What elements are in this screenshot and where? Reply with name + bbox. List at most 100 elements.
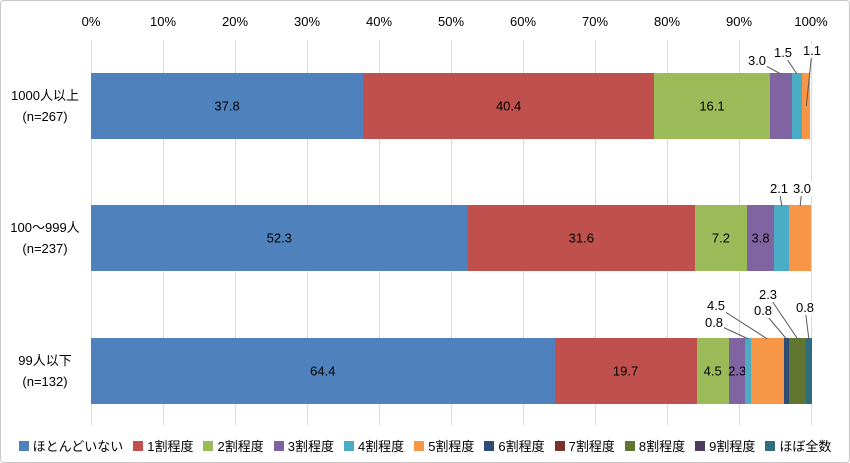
- legend-item: 2割程度: [203, 436, 264, 455]
- bar-segment: 2.3: [728, 338, 747, 404]
- x-axis-tick-label: 10%: [149, 14, 177, 29]
- legend-item: 7割程度: [554, 436, 615, 455]
- callout-value-label: 1.5: [772, 45, 794, 60]
- bar-row: 64.4 19.7 4.5 2.3: [91, 338, 812, 404]
- segment-value-label: 7.2: [711, 230, 731, 246]
- segment-value-label: 4.5: [703, 363, 722, 379]
- category-label-block: 1000人以上 (n=267): [1, 85, 89, 127]
- category-label: 1000人以上: [11, 88, 79, 103]
- category-n-label: (n=132): [22, 374, 68, 389]
- x-axis-tick-label: 50%: [437, 14, 465, 29]
- category-label-block: 99人以下 (n=132): [1, 350, 89, 392]
- legend-label: 1割程度: [147, 439, 194, 454]
- legend: ほとんどいない 1割程度 2割程度 3割程度 4割程度 5割程度 6割程度 7割程度 8割程度 9…: [1, 436, 849, 455]
- legend-label: 9割程度: [709, 439, 756, 454]
- bar-segment: [774, 205, 790, 271]
- segment-value-label: 40.4: [495, 98, 522, 114]
- bar-segment: 3.8: [746, 205, 775, 271]
- legend-label: 5割程度: [428, 439, 475, 454]
- bar-segment: [745, 338, 752, 404]
- legend-label: 8割程度: [638, 439, 686, 454]
- callout-value-label: 2.3: [757, 287, 779, 302]
- bar-segment: 64.4: [91, 338, 555, 404]
- bar-segment: [789, 205, 811, 271]
- category-label-block: 100〜999人 (n=237): [1, 217, 89, 259]
- legend-swatch: [203, 440, 214, 451]
- callout-value-label: 4.5: [705, 298, 727, 313]
- bar-row: 52.3 31.6 7.2 3.8: [91, 205, 811, 271]
- legend-label: ほぼ全数: [779, 439, 832, 454]
- callout-value-label: 1.1: [801, 43, 823, 58]
- segment-value-label: 2.3: [728, 363, 747, 379]
- bar-segment: [783, 338, 790, 404]
- callout-value-label: 3.0: [791, 181, 813, 196]
- bar-segment: 19.7: [554, 338, 697, 404]
- bar-segment: 40.4: [363, 73, 655, 139]
- segment-value-label: 52.3: [266, 230, 292, 246]
- legend-item: 4割程度: [343, 436, 405, 455]
- bar-segment: 37.8: [91, 73, 364, 139]
- bar-segment: [805, 338, 812, 404]
- x-axis-tick-label: 40%: [365, 14, 393, 29]
- segment-value-label: 37.8: [214, 98, 240, 114]
- legend-item: ほぼ全数: [765, 436, 831, 455]
- bar-segment: 16.1: [654, 73, 770, 139]
- bar-segment: 4.5: [696, 338, 729, 404]
- x-axis-tick-label: 20%: [221, 14, 249, 29]
- x-axis-tick-label: 0%: [81, 14, 101, 29]
- category-label: 100〜999人: [10, 220, 80, 235]
- legend-swatch: [343, 440, 354, 451]
- legend-item: 5割程度: [414, 436, 474, 455]
- legend-item: ほとんどいない: [18, 436, 124, 455]
- legend-swatch: [624, 440, 635, 451]
- legend-item: 1割程度: [133, 436, 193, 455]
- gridline: [811, 41, 812, 425]
- category-n-label: (n=237): [22, 241, 68, 256]
- bar-segment: [791, 73, 803, 139]
- legend-label: 2割程度: [217, 439, 264, 454]
- legend-swatch: [133, 440, 144, 451]
- legend-swatch: [765, 440, 776, 451]
- segment-value-label: 3.8: [751, 230, 770, 246]
- legend-swatch: [484, 440, 495, 451]
- legend-item: 8割程度: [624, 436, 686, 455]
- callout-value-label: 0.8: [752, 303, 774, 318]
- legend-item: 9割程度: [695, 436, 755, 455]
- category-label: 99人以下: [18, 353, 72, 368]
- legend-swatch: [695, 440, 706, 451]
- legend-label: 4割程度: [357, 439, 405, 454]
- legend-label: 7割程度: [568, 439, 615, 454]
- bar-segment: [789, 338, 806, 404]
- bar-segment: [769, 73, 792, 139]
- x-axis-tick-label: 60%: [509, 14, 537, 29]
- legend-label: 3割程度: [287, 439, 334, 454]
- bar-segment: 52.3: [91, 205, 468, 271]
- callout-value-label: 0.8: [703, 315, 725, 330]
- legend-swatch: [18, 440, 29, 451]
- x-axis-tick-label: 100%: [794, 14, 828, 29]
- legend-label: 6割程度: [498, 439, 545, 454]
- segment-value-label: 16.1: [699, 98, 725, 114]
- callout-value-label: 3.0: [746, 53, 768, 68]
- x-axis-tick-label: 30%: [293, 14, 321, 29]
- segment-value-label: 19.7: [612, 363, 639, 379]
- bar-segment: [802, 73, 811, 139]
- legend-swatch: [554, 440, 565, 451]
- callout-value-label: 0.8: [794, 300, 816, 315]
- bar-row: 37.8 40.4 16.1: [91, 73, 811, 139]
- x-axis-tick-label: 90%: [725, 14, 753, 29]
- segment-value-label: 64.4: [310, 363, 336, 379]
- legend-swatch: [414, 440, 425, 451]
- callout-value-label: 2.1: [768, 181, 790, 196]
- legend-item: 3割程度: [273, 436, 334, 455]
- bar-segment: 7.2: [695, 205, 747, 271]
- legend-swatch: [273, 440, 284, 451]
- category-n-label: (n=267): [22, 109, 68, 124]
- x-axis-tick-label: 80%: [653, 14, 681, 29]
- bar-segment: 31.6: [467, 205, 696, 271]
- legend-item: 6割程度: [484, 436, 545, 455]
- legend-label: ほとんどいない: [32, 439, 124, 454]
- segment-value-label: 31.6: [568, 230, 594, 246]
- x-axis-tick-label: 70%: [581, 14, 609, 29]
